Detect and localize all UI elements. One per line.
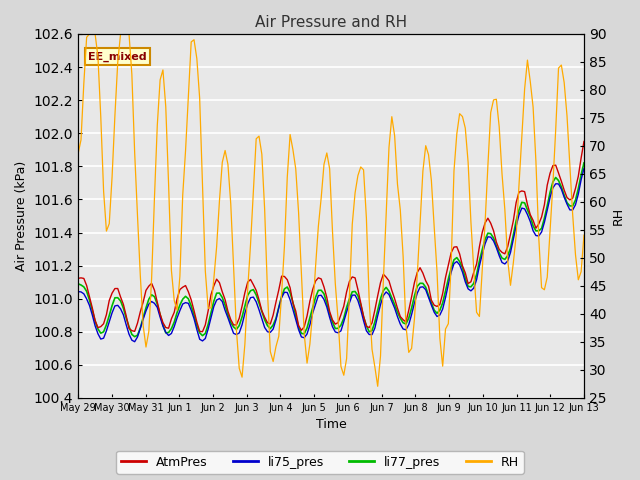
Y-axis label: RH: RH: [612, 207, 625, 225]
Legend: AtmPres, li75_pres, li77_pres, RH: AtmPres, li75_pres, li77_pres, RH: [116, 451, 524, 474]
X-axis label: Time: Time: [316, 419, 346, 432]
Title: Air Pressure and RH: Air Pressure and RH: [255, 15, 407, 30]
Text: EE_mixed: EE_mixed: [88, 51, 147, 62]
Y-axis label: Air Pressure (kPa): Air Pressure (kPa): [15, 161, 28, 271]
